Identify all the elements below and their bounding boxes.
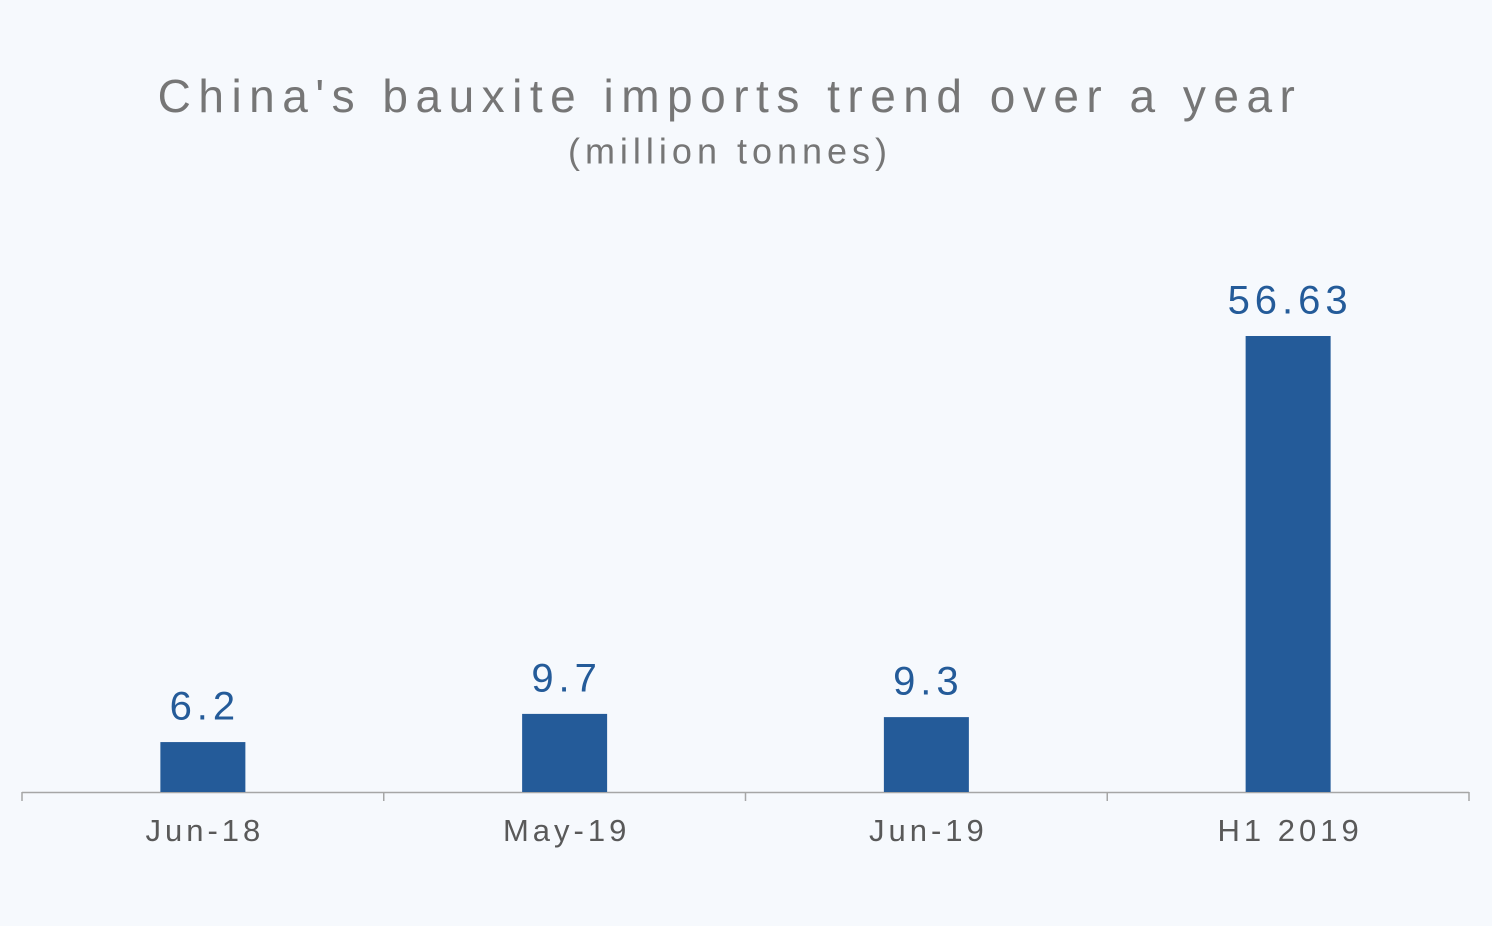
data-label: 6.2 xyxy=(170,685,241,729)
bar xyxy=(1245,336,1331,792)
bar xyxy=(522,713,608,792)
chart-title: China's bauxite imports trend over a yea… xyxy=(158,70,1303,122)
bar xyxy=(160,742,246,792)
bar xyxy=(883,717,969,792)
x-tick-label: Jun-18 xyxy=(145,813,264,848)
chart-subtitle: (million tonnes) xyxy=(568,131,892,172)
x-tick-label: May-19 xyxy=(503,813,630,848)
data-label: 56.63 xyxy=(1228,279,1353,323)
data-label: 9.7 xyxy=(531,656,602,700)
x-tick-label: Jun-19 xyxy=(869,813,988,848)
x-tick-label: H1 2019 xyxy=(1218,813,1363,848)
data-label: 9.3 xyxy=(893,660,964,704)
